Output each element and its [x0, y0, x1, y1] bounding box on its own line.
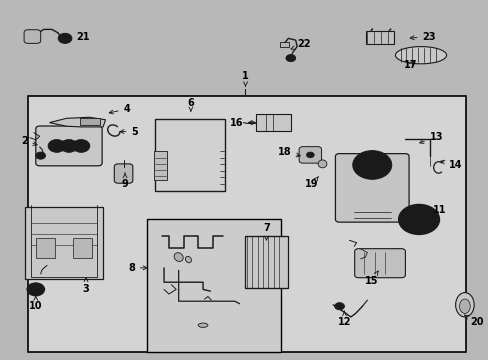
Bar — [147, 220, 281, 352]
Text: 22: 22 — [290, 40, 310, 49]
Text: 23: 23 — [409, 32, 435, 41]
Circle shape — [31, 286, 40, 293]
Circle shape — [48, 139, 65, 152]
Text: 12: 12 — [337, 311, 350, 327]
Text: 10: 10 — [29, 296, 42, 311]
Text: 6: 6 — [187, 98, 194, 111]
Text: 11: 11 — [422, 206, 446, 216]
Circle shape — [27, 283, 44, 296]
Polygon shape — [49, 117, 105, 127]
FancyBboxPatch shape — [24, 30, 41, 43]
Ellipse shape — [395, 46, 446, 64]
Text: 20: 20 — [464, 315, 482, 327]
Ellipse shape — [198, 323, 207, 327]
Bar — [25, 207, 103, 279]
Circle shape — [334, 303, 344, 310]
Text: 9: 9 — [122, 173, 128, 189]
Ellipse shape — [185, 256, 191, 263]
Text: 15: 15 — [364, 271, 377, 286]
Bar — [244, 237, 287, 288]
Bar — [27, 96, 466, 352]
Bar — [154, 119, 225, 191]
Bar — [80, 118, 100, 126]
Bar — [256, 114, 291, 131]
FancyBboxPatch shape — [354, 249, 405, 278]
Circle shape — [58, 33, 72, 43]
Text: 8: 8 — [128, 263, 147, 273]
Circle shape — [36, 152, 45, 159]
Circle shape — [352, 150, 391, 179]
Bar — [154, 151, 167, 180]
Circle shape — [60, 139, 78, 152]
Circle shape — [306, 152, 314, 158]
Ellipse shape — [459, 299, 469, 314]
Circle shape — [285, 54, 295, 62]
Text: 4: 4 — [109, 104, 130, 114]
Text: 18: 18 — [277, 147, 300, 157]
Text: 14: 14 — [440, 160, 462, 170]
Bar — [36, 238, 55, 258]
Circle shape — [412, 215, 424, 224]
Bar — [73, 238, 92, 258]
Text: 5: 5 — [120, 127, 138, 136]
Ellipse shape — [174, 253, 183, 261]
Circle shape — [72, 139, 90, 152]
Text: 7: 7 — [263, 224, 269, 240]
Text: 13: 13 — [419, 132, 443, 143]
Circle shape — [361, 157, 382, 173]
Text: 3: 3 — [82, 278, 89, 294]
Bar — [365, 31, 393, 44]
Text: 21: 21 — [61, 32, 90, 41]
Circle shape — [398, 204, 439, 234]
Text: 19: 19 — [305, 176, 318, 189]
FancyBboxPatch shape — [299, 147, 321, 163]
Ellipse shape — [318, 160, 326, 168]
FancyBboxPatch shape — [335, 154, 408, 222]
FancyBboxPatch shape — [36, 126, 102, 166]
FancyBboxPatch shape — [114, 164, 133, 183]
Ellipse shape — [455, 293, 473, 317]
Text: 17: 17 — [403, 60, 416, 70]
Text: 1: 1 — [242, 71, 248, 86]
Text: 16: 16 — [229, 118, 255, 128]
Text: 2: 2 — [20, 136, 37, 145]
Circle shape — [405, 210, 432, 229]
Bar — [280, 42, 288, 47]
